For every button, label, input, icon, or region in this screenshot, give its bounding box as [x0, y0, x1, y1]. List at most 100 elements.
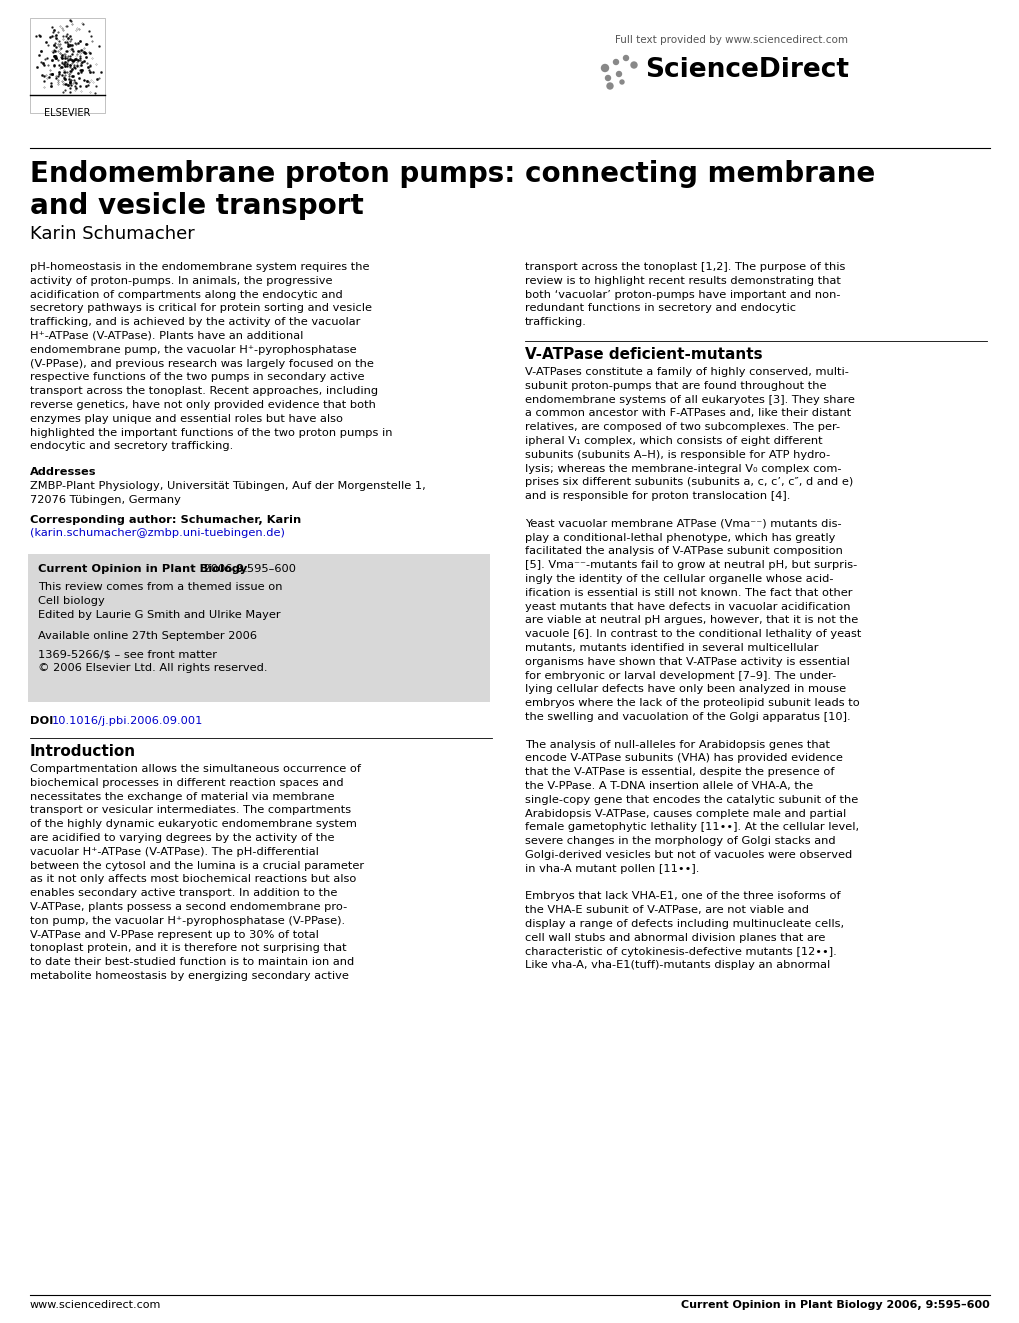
Text: trafficking.: trafficking.	[525, 318, 586, 327]
Text: V-ATPase, plants possess a second endomembrane pro-: V-ATPase, plants possess a second endome…	[30, 902, 346, 912]
Text: and vesicle transport: and vesicle transport	[30, 192, 364, 220]
Text: This review comes from a themed issue on: This review comes from a themed issue on	[38, 582, 282, 591]
Text: Edited by Laurie G Smith and Ulrike Mayer: Edited by Laurie G Smith and Ulrike Maye…	[38, 610, 280, 619]
Text: (V-PPase), and previous research was largely focused on the: (V-PPase), and previous research was lar…	[30, 359, 374, 369]
Circle shape	[601, 65, 608, 71]
Text: severe changes in the morphology of Golgi stacks and: severe changes in the morphology of Golg…	[525, 836, 835, 847]
Text: V-ATPases constitute a family of highly conserved, multi-: V-ATPases constitute a family of highly …	[525, 366, 848, 377]
Text: between the cytosol and the lumina is a crucial parameter: between the cytosol and the lumina is a …	[30, 860, 364, 871]
Text: the VHA-E subunit of V-ATPase, are not viable and: the VHA-E subunit of V-ATPase, are not v…	[525, 905, 808, 916]
Text: Current Opinion in Plant Biology 2006, 9:595–600: Current Opinion in Plant Biology 2006, 9…	[681, 1301, 989, 1310]
Text: single-copy gene that encodes the catalytic subunit of the: single-copy gene that encodes the cataly…	[525, 795, 857, 804]
Text: transport or vesicular intermediates. The compartments: transport or vesicular intermediates. Th…	[30, 806, 351, 815]
Text: embryos where the lack of the proteolipid subunit leads to: embryos where the lack of the proteolipi…	[525, 699, 859, 708]
Text: mutants, mutants identified in several multicellular: mutants, mutants identified in several m…	[525, 643, 817, 654]
Text: subunit proton-pumps that are found throughout the: subunit proton-pumps that are found thro…	[525, 381, 825, 390]
Text: Addresses: Addresses	[30, 467, 97, 478]
Text: ZMBP-Plant Physiology, Universität Tübingen, Auf der Morgenstelle 1,: ZMBP-Plant Physiology, Universität Tübin…	[30, 482, 425, 491]
Text: yeast mutants that have defects in vacuolar acidification: yeast mutants that have defects in vacuo…	[525, 602, 850, 611]
Text: respective functions of the two pumps in secondary active: respective functions of the two pumps in…	[30, 372, 364, 382]
Text: Karin Schumacher: Karin Schumacher	[30, 225, 195, 243]
Text: Current Opinion in Plant Biology: Current Opinion in Plant Biology	[38, 564, 247, 574]
Bar	[30, 19, 105, 112]
Text: of the highly dynamic eukaryotic endomembrane system: of the highly dynamic eukaryotic endomem…	[30, 819, 357, 830]
Text: H⁺-ATPase (V-ATPase). Plants have an additional: H⁺-ATPase (V-ATPase). Plants have an add…	[30, 331, 303, 341]
Circle shape	[606, 83, 612, 89]
Text: Golgi-derived vesicles but not of vacuoles were observed: Golgi-derived vesicles but not of vacuol…	[525, 849, 852, 860]
Text: necessitates the exchange of material via membrane: necessitates the exchange of material vi…	[30, 791, 334, 802]
Text: in vha-A mutant pollen [11••].: in vha-A mutant pollen [11••].	[525, 864, 699, 873]
Circle shape	[623, 56, 628, 61]
Text: endocytic and secretory trafficking.: endocytic and secretory trafficking.	[30, 442, 233, 451]
Text: characteristic of cytokinesis-defective mutants [12••].: characteristic of cytokinesis-defective …	[525, 946, 836, 957]
Text: The analysis of null-alleles for Arabidopsis genes that: The analysis of null-alleles for Arabido…	[525, 740, 829, 750]
Text: ification is essential is still not known. The fact that other: ification is essential is still not know…	[525, 587, 852, 598]
Circle shape	[620, 79, 624, 83]
Text: that the V-ATPase is essential, despite the presence of: that the V-ATPase is essential, despite …	[525, 767, 834, 777]
Text: 2006,: 2006,	[200, 564, 239, 574]
Text: 10.1016/j.pbi.2006.09.001: 10.1016/j.pbi.2006.09.001	[52, 716, 203, 726]
Text: pH-homeostasis in the endomembrane system requires the: pH-homeostasis in the endomembrane syste…	[30, 262, 369, 273]
Text: female gametophytic lethality [11••]. At the cellular level,: female gametophytic lethality [11••]. At…	[525, 823, 858, 832]
Text: cell wall stubs and abnormal division planes that are: cell wall stubs and abnormal division pl…	[525, 933, 824, 943]
Text: activity of proton-pumps. In animals, the progressive: activity of proton-pumps. In animals, th…	[30, 275, 332, 286]
Circle shape	[612, 60, 618, 65]
Text: biochemical processes in different reaction spaces and: biochemical processes in different react…	[30, 778, 343, 787]
Text: play a conditional-lethal phenotype, which has greatly: play a conditional-lethal phenotype, whi…	[525, 533, 835, 542]
Text: enzymes play unique and essential roles but have also: enzymes play unique and essential roles …	[30, 414, 342, 423]
Text: :595–600: :595–600	[244, 564, 297, 574]
Text: endomembrane pump, the vacuolar H⁺-pyrophosphatase: endomembrane pump, the vacuolar H⁺-pyrop…	[30, 345, 357, 355]
Text: (karin.schumacher@zmbp.uni-tuebingen.de): (karin.schumacher@zmbp.uni-tuebingen.de)	[30, 528, 284, 538]
Text: to date their best-studied function is to maintain ion and: to date their best-studied function is t…	[30, 958, 354, 967]
Text: secretory pathways is critical for protein sorting and vesicle: secretory pathways is critical for prote…	[30, 303, 372, 314]
Text: ELSEVIER: ELSEVIER	[44, 108, 91, 118]
Text: redundant functions in secretory and endocytic: redundant functions in secretory and end…	[525, 303, 795, 314]
Text: Introduction: Introduction	[30, 744, 136, 759]
Text: both ‘vacuolar’ proton-pumps have important and non-: both ‘vacuolar’ proton-pumps have import…	[525, 290, 840, 299]
Text: metabolite homeostasis by energizing secondary active: metabolite homeostasis by energizing sec…	[30, 971, 348, 980]
Text: vacuole [6]. In contrast to the conditional lethality of yeast: vacuole [6]. In contrast to the conditio…	[525, 630, 860, 639]
Text: ScienceDirect: ScienceDirect	[644, 57, 848, 83]
Text: relatives, are composed of two subcomplexes. The per-: relatives, are composed of two subcomple…	[525, 422, 840, 433]
Text: review is to highlight recent results demonstrating that: review is to highlight recent results de…	[525, 275, 840, 286]
Circle shape	[631, 62, 637, 67]
Text: the V-PPase. A T-DNA insertion allele of VHA-A, the: the V-PPase. A T-DNA insertion allele of…	[525, 781, 812, 791]
Text: display a range of defects including multinucleate cells,: display a range of defects including mul…	[525, 919, 844, 929]
Text: the swelling and vacuolation of the Golgi apparatus [10].: the swelling and vacuolation of the Golg…	[525, 712, 850, 722]
Text: Like vha-A, vha-E1(tuff)-mutants display an abnormal: Like vha-A, vha-E1(tuff)-mutants display…	[525, 960, 829, 970]
Text: Arabidopsis V-ATPase, causes complete male and partial: Arabidopsis V-ATPase, causes complete ma…	[525, 808, 846, 819]
Bar	[28, 554, 489, 703]
Text: 72076 Tübingen, Germany: 72076 Tübingen, Germany	[30, 495, 180, 505]
Text: and is responsible for proton translocation [4].: and is responsible for proton translocat…	[525, 491, 790, 501]
Text: transport across the tonoplast [1,2]. The purpose of this: transport across the tonoplast [1,2]. Th…	[525, 262, 845, 273]
Text: are acidified to varying degrees by the activity of the: are acidified to varying degrees by the …	[30, 833, 334, 843]
Text: acidification of compartments along the endocytic and: acidification of compartments along the …	[30, 290, 342, 299]
Text: facilitated the analysis of V-ATPase subunit composition: facilitated the analysis of V-ATPase sub…	[525, 546, 842, 557]
Text: vacuolar H⁺-ATPase (V-ATPase). The pH-differential: vacuolar H⁺-ATPase (V-ATPase). The pH-di…	[30, 847, 319, 857]
Circle shape	[605, 75, 610, 81]
Text: as it not only affects most biochemical reactions but also: as it not only affects most biochemical …	[30, 875, 356, 884]
Text: endomembrane systems of all eukaryotes [3]. They share: endomembrane systems of all eukaryotes […	[525, 394, 854, 405]
Text: Corresponding author: Schumacher, Karin: Corresponding author: Schumacher, Karin	[30, 515, 301, 525]
Text: Endomembrane proton pumps: connecting membrane: Endomembrane proton pumps: connecting me…	[30, 160, 874, 188]
Text: Compartmentation allows the simultaneous occurrence of: Compartmentation allows the simultaneous…	[30, 763, 361, 774]
Text: a common ancestor with F-ATPases and, like their distant: a common ancestor with F-ATPases and, li…	[525, 409, 851, 418]
Text: Yeast vacuolar membrane ATPase (Vma⁻⁻) mutants dis-: Yeast vacuolar membrane ATPase (Vma⁻⁻) m…	[525, 519, 841, 529]
Text: lying cellular defects have only been analyzed in mouse: lying cellular defects have only been an…	[525, 684, 846, 695]
Text: enables secondary active transport. In addition to the: enables secondary active transport. In a…	[30, 888, 337, 898]
Text: Available online 27th September 2006: Available online 27th September 2006	[38, 631, 257, 642]
Text: Full text provided by www.sciencedirect.com: Full text provided by www.sciencedirect.…	[614, 34, 847, 45]
Text: prises six different subunits (subunits a, c, c’, c″, d and e): prises six different subunits (subunits …	[525, 478, 853, 487]
Text: trafficking, and is achieved by the activity of the vacuolar: trafficking, and is achieved by the acti…	[30, 318, 360, 327]
Text: reverse genetics, have not only provided evidence that both: reverse genetics, have not only provided…	[30, 400, 376, 410]
Circle shape	[615, 71, 621, 77]
Text: highlighted the important functions of the two proton pumps in: highlighted the important functions of t…	[30, 427, 392, 438]
Text: V-ATPase deficient-mutants: V-ATPase deficient-mutants	[525, 347, 762, 363]
Text: 9: 9	[235, 564, 244, 574]
Text: encode V-ATPase subunits (VHA) has provided evidence: encode V-ATPase subunits (VHA) has provi…	[525, 753, 842, 763]
Text: [5]. Vma⁻⁻-mutants fail to grow at neutral pH, but surpris-: [5]. Vma⁻⁻-mutants fail to grow at neutr…	[525, 560, 856, 570]
Text: © 2006 Elsevier Ltd. All rights reserved.: © 2006 Elsevier Ltd. All rights reserved…	[38, 663, 267, 673]
Text: ton pump, the vacuolar H⁺-pyrophosphatase (V-PPase).: ton pump, the vacuolar H⁺-pyrophosphatas…	[30, 916, 344, 926]
Text: V-ATPase and V-PPase represent up to 30% of total: V-ATPase and V-PPase represent up to 30%…	[30, 930, 319, 939]
Text: for embryonic or larval development [7–9]. The under-: for embryonic or larval development [7–9…	[525, 671, 836, 680]
